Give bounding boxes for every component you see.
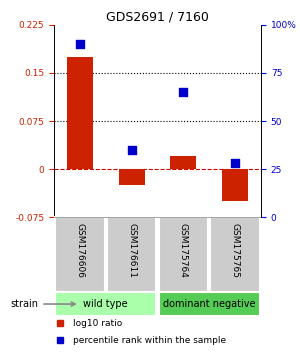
Text: percentile rank within the sample: percentile rank within the sample: [73, 336, 226, 345]
Bar: [210, 217, 260, 292]
Point: [181, 89, 186, 95]
Text: GSM176606: GSM176606: [75, 223, 84, 278]
Bar: [107, 217, 157, 292]
Point: [77, 41, 82, 47]
Bar: [222, 169, 248, 201]
Text: GSM176611: GSM176611: [127, 223, 136, 278]
Text: dominant negative: dominant negative: [163, 299, 256, 309]
Text: strain: strain: [11, 299, 75, 309]
Bar: [170, 156, 196, 169]
Text: wild type: wild type: [83, 299, 128, 309]
Bar: [67, 57, 93, 169]
Text: GSM175765: GSM175765: [231, 223, 240, 278]
Bar: [55, 217, 105, 292]
Point: [233, 161, 238, 166]
Bar: [158, 292, 260, 316]
Bar: [119, 169, 145, 185]
Point: [129, 147, 134, 153]
Bar: [55, 292, 157, 316]
Text: log10 ratio: log10 ratio: [73, 319, 122, 327]
Bar: [158, 217, 208, 292]
Title: GDS2691 / 7160: GDS2691 / 7160: [106, 11, 209, 24]
Text: GSM175764: GSM175764: [179, 223, 188, 278]
